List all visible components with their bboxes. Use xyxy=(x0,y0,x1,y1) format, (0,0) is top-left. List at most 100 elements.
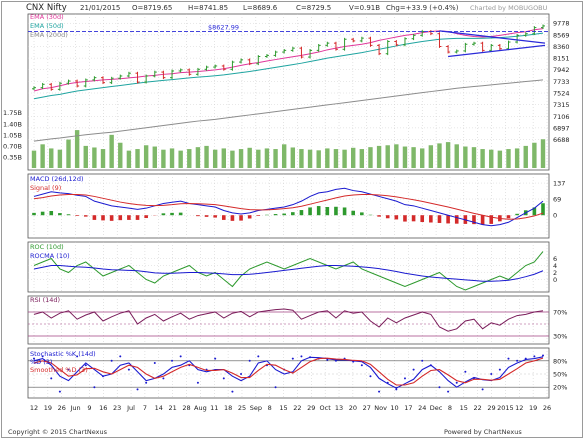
macd-hist-bar xyxy=(300,210,304,215)
x-tick-label: 24 xyxy=(418,404,426,412)
volume-bar xyxy=(49,148,53,168)
roc-legend: ROC (10d) xyxy=(30,243,64,251)
macd-hist-bar xyxy=(515,214,519,215)
x-tick-label: Jul xyxy=(126,404,135,412)
stoch-k-point xyxy=(438,386,440,388)
volume-bar xyxy=(204,146,208,168)
rsi-legend: RSI (14d) xyxy=(30,296,60,304)
macd-y-tick: 137 xyxy=(553,180,565,188)
low-label: L=8689.6 xyxy=(243,4,278,12)
stoch-k-point xyxy=(456,382,458,384)
volume-bar xyxy=(325,148,329,168)
volume-bar xyxy=(386,145,390,168)
brand-label: Charted by MOBUGOBU xyxy=(470,4,548,12)
x-tick-label: Dec xyxy=(430,404,443,412)
stoch-legend: Stochastic %K (14d) xyxy=(30,350,96,358)
macd-hist-bar xyxy=(127,215,131,220)
volume-bar xyxy=(127,151,131,168)
volume-bar xyxy=(480,149,484,168)
x-tick-label: 12 xyxy=(30,404,38,412)
volume-bar xyxy=(196,147,200,168)
stoch-k-point xyxy=(137,388,139,390)
stoch-k-point xyxy=(369,375,371,377)
macd-hist-bar xyxy=(110,215,114,221)
volume-bar xyxy=(291,147,295,168)
stoch-y-tick: 80% xyxy=(553,357,567,365)
volume-bar xyxy=(161,150,165,168)
x-tick-label: 16 xyxy=(99,404,107,412)
roc-legend: ROCMA (10) xyxy=(30,252,70,260)
volume-bar xyxy=(118,143,122,168)
volume-bar xyxy=(32,151,36,168)
open-label: O=8719.65 xyxy=(132,4,172,12)
volume-bar xyxy=(256,150,260,168)
change-label: Chg=+33.9 (+0.4%) xyxy=(386,4,459,12)
x-tick-label: 29 xyxy=(487,404,495,412)
x-tick-label: 11 xyxy=(210,404,218,412)
macd-hist-bar xyxy=(291,212,295,215)
price-y-tick: 7315 xyxy=(553,101,570,109)
stoch-k-point xyxy=(464,371,466,373)
macd-hist-bar xyxy=(395,215,399,219)
macd-hist-bar xyxy=(222,215,226,220)
stoch-k-point xyxy=(378,391,380,393)
stoch-k-point xyxy=(145,382,147,384)
x-tick-label: 13 xyxy=(335,404,343,412)
stoch-k-point xyxy=(542,355,544,357)
x-tick-label: 22 xyxy=(474,404,482,412)
macd-hist-bar xyxy=(429,215,433,222)
macd-hist-bar xyxy=(334,207,338,215)
volume-bar xyxy=(429,145,433,168)
volume-y-tick: 0.70B xyxy=(3,142,22,150)
stoch-k-point xyxy=(111,360,113,362)
price-y-tick: 7106 xyxy=(553,113,570,121)
x-tick-label: 19 xyxy=(44,404,52,412)
symbol-label: CNX Nifty xyxy=(26,3,67,13)
x-tick-label: 14 xyxy=(155,404,163,412)
price-y-tick: 8151 xyxy=(553,55,570,63)
stoch-k-point xyxy=(249,360,251,362)
stoch-k-point xyxy=(223,377,225,379)
volume-bar xyxy=(420,148,424,168)
stoch-k-point xyxy=(50,377,52,379)
macd-hist-bar xyxy=(75,215,79,216)
x-tick-label: 22 xyxy=(293,404,301,412)
volume-bar xyxy=(524,146,528,168)
x-tick-label: 19 xyxy=(529,404,537,412)
macd-hist-bar xyxy=(343,207,347,215)
x-tick-label: 8 xyxy=(448,404,452,412)
volume-bar xyxy=(92,147,96,168)
price-y-tick: 8569 xyxy=(553,31,570,39)
stoch-y-tick: 50% xyxy=(553,371,567,379)
high-label: H=8741.85 xyxy=(188,4,228,12)
volume-bar xyxy=(334,149,338,168)
price-y-tick: 7942 xyxy=(553,66,570,74)
stoch-k-point xyxy=(240,373,242,375)
x-tick-label: 18 xyxy=(224,404,232,412)
ema-legend: EMA (50d) xyxy=(30,22,64,30)
date-label: 21/01/2015 xyxy=(80,4,120,12)
stoch-k-point xyxy=(507,358,509,360)
macd-hist-bar xyxy=(455,215,459,223)
macd-hist-bar xyxy=(144,215,148,218)
macd-hist-bar xyxy=(196,215,200,216)
volume-bar xyxy=(222,148,226,168)
stoch-k-point xyxy=(154,362,156,364)
x-tick-label: 10 xyxy=(390,404,398,412)
macd-hist-bar xyxy=(32,213,36,215)
macd-hist-bar xyxy=(41,212,45,216)
macd-hist-bar xyxy=(308,207,312,215)
macd-legend: MACD (26d,12d) xyxy=(30,175,83,183)
volume-bar xyxy=(299,149,303,168)
x-tick-label: 7 xyxy=(143,404,147,412)
macd-hist-bar xyxy=(118,215,122,220)
volume-bar xyxy=(101,149,105,168)
volume-bar xyxy=(403,147,407,168)
stoch-k-point xyxy=(413,369,415,371)
x-tick-label: 23 xyxy=(113,404,121,412)
x-tick-label: 21 xyxy=(169,404,177,412)
panel-price xyxy=(28,14,549,170)
volume-bar xyxy=(265,148,269,168)
macd-hist-bar xyxy=(257,215,261,216)
